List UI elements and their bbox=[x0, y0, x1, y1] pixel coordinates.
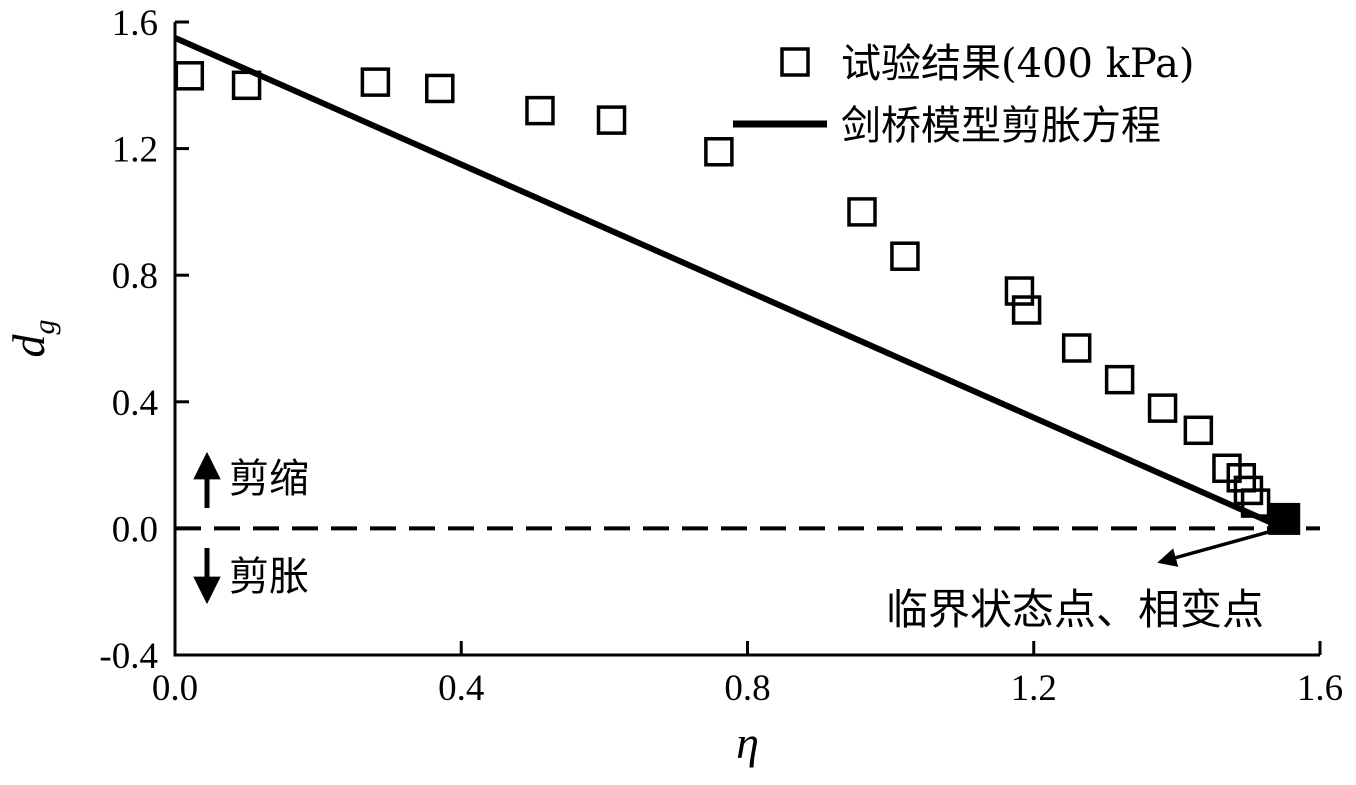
x-axis-tick-label: 0.8 bbox=[724, 668, 770, 709]
x-axis-tick-label: 1.2 bbox=[1011, 668, 1057, 709]
data-point-marker bbox=[847, 197, 877, 227]
data-point-marker bbox=[704, 137, 734, 167]
data-point-marker bbox=[1104, 364, 1135, 395]
data-point-marker bbox=[1147, 393, 1178, 423]
data-point-marker bbox=[360, 67, 391, 97]
critical-point-label: 临界状态点、相变点 bbox=[886, 585, 1264, 634]
x-axis-tick-label: 0.0 bbox=[152, 668, 198, 709]
legend-marker-square bbox=[780, 47, 810, 77]
data-point-marker bbox=[425, 73, 455, 104]
critical-point-arrow bbox=[1157, 529, 1273, 567]
y-axis-label-main: d bbox=[3, 334, 54, 358]
shear-dilation-label: 剪胀 bbox=[229, 554, 309, 600]
data-point-marker bbox=[1061, 333, 1092, 363]
y-axis-tick-label: 0.0 bbox=[112, 509, 158, 550]
legend-label-experiment: 试验结果(400 kPa) bbox=[841, 41, 1194, 87]
data-point-marker bbox=[596, 105, 627, 135]
y-axis-tick-label: 0.8 bbox=[112, 256, 158, 297]
model-line bbox=[173, 35, 1286, 532]
y-axis-tick-label: 1.6 bbox=[112, 3, 158, 44]
data-point-marker bbox=[525, 95, 555, 126]
shear-contraction-label: 剪缩 bbox=[229, 456, 309, 502]
data-point-marker bbox=[1183, 415, 1214, 446]
y-axis-label: dg bbox=[3, 320, 61, 358]
x-axis-tick-label: 0.4 bbox=[438, 668, 484, 709]
y-axis-tick-label: -0.4 bbox=[99, 636, 158, 677]
data-point-marker bbox=[1004, 276, 1035, 306]
y-axis-label-subscript: g bbox=[28, 320, 61, 335]
data-point-marker bbox=[1011, 295, 1042, 325]
data-point-marker bbox=[174, 61, 205, 91]
y-axis-tick-label: 0.4 bbox=[112, 383, 158, 424]
data-point-marker bbox=[890, 241, 920, 271]
legend-label-model: 剑桥模型剪胀方程 bbox=[841, 103, 1161, 149]
y-axis-tick-label: 1.2 bbox=[112, 130, 158, 171]
x-axis-tick-label: 1.6 bbox=[1297, 668, 1343, 709]
x-axis-label: η bbox=[736, 717, 759, 768]
data-point-marker bbox=[231, 70, 262, 101]
critical-point-marker bbox=[1268, 502, 1301, 535]
